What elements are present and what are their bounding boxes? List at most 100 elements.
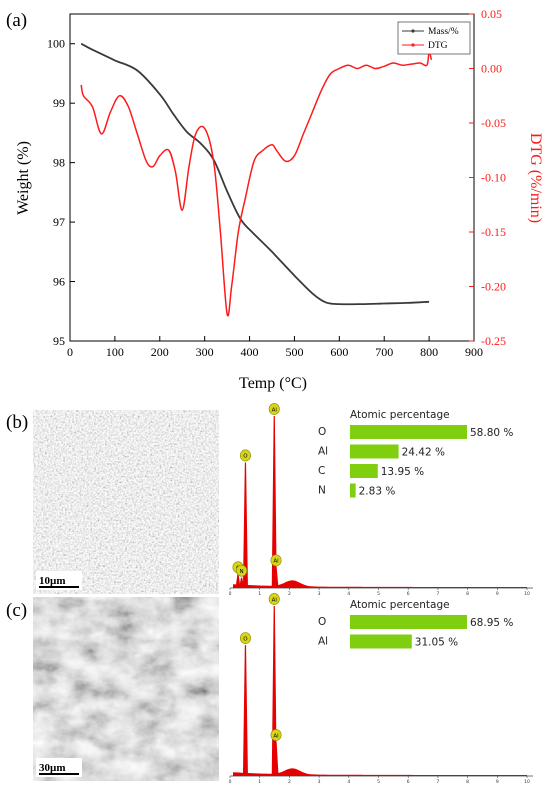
composition-value-al: 24.42 %	[402, 447, 445, 459]
composition-title: Atomic percentage	[350, 599, 450, 611]
peak-badge-al	[268, 593, 280, 605]
spectrum-tick-label: 3	[318, 779, 321, 785]
panel-c-label: (c)	[6, 600, 27, 621]
composition-bar-n	[350, 483, 356, 498]
x-axis-ticks: 0 100 200 300 400 500 600 700 800 900	[67, 336, 483, 359]
peak-badge-label: Al	[272, 407, 278, 413]
peak-badge-label: N	[240, 569, 244, 575]
composition-value-n: 2.83 %	[359, 486, 396, 498]
eds-spectrum-b: OAlCNAl012345678910	[229, 403, 533, 597]
peak-badge-n	[236, 564, 248, 577]
y-right-tick-label: -0.25	[481, 334, 506, 348]
panel-b: (b) 10µm OAlCNAl012345678910 Atomic perc…	[6, 403, 533, 597]
spectrum-peak-al	[271, 416, 277, 588]
y-right-tick-label: 0.00	[481, 62, 502, 76]
tga-axes: 0 100 200 300 400 500 600 700 800 900 95 96 97 98 99 1…	[47, 7, 506, 359]
x-tick-label: 200	[151, 345, 169, 359]
peak-badge-al	[268, 403, 280, 415]
spectrum-peak-n	[239, 577, 245, 588]
composition-element-o: O	[318, 616, 326, 628]
x-tick-label: 900	[465, 345, 483, 359]
spectrum-tick-label: 10	[524, 591, 530, 597]
panel-a: (a) 0 100 200 300 400 500 600 700 800 900 9596979…	[6, 7, 544, 392]
composition-value-c: 13.95 %	[381, 466, 424, 478]
y-left-axis-ticks: 95 96 97 98 99 100	[47, 37, 75, 348]
sem-image-c: 30µm	[33, 597, 219, 781]
x-tick-label: 0	[67, 345, 73, 359]
legend-mass-marker	[411, 29, 415, 33]
spectrum-tick-label: 0	[229, 779, 232, 785]
mass-series-line	[80, 42, 430, 306]
spectrum-peak-al	[273, 567, 279, 588]
composition-value-o: 58.80 %	[470, 427, 513, 439]
scalebar-b-label: 10µm	[39, 575, 66, 587]
composition-value-al: 31.05 %	[415, 637, 458, 649]
y-left-tick-label: 97	[53, 215, 65, 229]
spectrum-tick-label: 0	[229, 591, 232, 597]
peak-badge-label: O	[243, 454, 248, 460]
scalebar-c-label: 30µm	[39, 762, 66, 774]
peak-badge-o	[239, 632, 251, 644]
y-left-tick-label: 96	[53, 275, 65, 289]
composition-element-al: Al	[318, 636, 328, 648]
spectrum-tick-label: 1	[258, 591, 261, 597]
composition-value-o: 68.95 %	[470, 617, 513, 629]
panel-b-label: (b)	[6, 412, 28, 433]
composition-bar-o	[350, 425, 467, 439]
legend: Mass/% DTG	[397, 21, 471, 55]
peak-badge-o	[239, 449, 251, 462]
atomic-percentage-c: Atomic percentage O 68.95 % Al 31.05 %	[318, 599, 513, 649]
composition-element-o: O	[318, 426, 326, 438]
y-left-tick-label: 95	[53, 334, 65, 348]
peak-badge-al	[270, 729, 282, 741]
spectrum-tick-label: 6	[407, 591, 410, 597]
y-right-tick-label: 0.05	[481, 7, 502, 21]
legend-box	[397, 21, 471, 55]
spectrum-tick-label: 7	[436, 591, 439, 597]
spectrum-tick-label: 9	[496, 591, 499, 597]
spectrum-tick-label: 8	[466, 779, 469, 785]
sem-image-b: 10µm	[33, 410, 219, 594]
spectrum-background	[232, 768, 527, 776]
composition-bar-o	[350, 615, 467, 629]
spectrum-peak-c	[235, 574, 241, 588]
spectrum-tick-label: 10	[524, 779, 530, 785]
spectrum-tick-label: 7	[436, 779, 439, 785]
y-left-tick-label: 100	[47, 37, 65, 51]
spectrum-background	[232, 580, 527, 588]
dtg-series-line	[80, 51, 433, 317]
y-left-axis-label: Weight (%)	[15, 141, 32, 215]
legend-mass-label: Mass/%	[428, 27, 459, 37]
y-right-axis-ticks: -0.25 -0.20 -0.15 -0.10 -0.05 0.00 0.05	[469, 7, 506, 348]
spectrum-tick-label: 5	[377, 591, 380, 597]
composition-bar-al	[350, 634, 412, 649]
x-tick-label: 800	[420, 345, 438, 359]
spectrum-tick-label: 2	[288, 779, 291, 785]
composition-title: Atomic percentage	[350, 409, 450, 421]
peak-badge-al	[270, 554, 282, 567]
spectrum-tick-label: 2	[288, 591, 291, 597]
x-tick-label: 500	[285, 345, 303, 359]
x-tick-label: 600	[330, 345, 348, 359]
x-axis-label: Temp (°C)	[239, 375, 307, 392]
spectrum-tick-label: 9	[496, 779, 499, 785]
spectrum-tick-label: 4	[347, 779, 350, 785]
composition-element-c: C	[318, 465, 325, 477]
spectrum-peak-o	[242, 462, 248, 588]
panel-a-label: (a)	[6, 10, 27, 31]
peak-badge-label: Al	[272, 597, 278, 603]
spectrum-peak-o	[242, 645, 248, 776]
y-right-axis-label: DTG (%/min)	[527, 133, 544, 223]
x-tick-label: 700	[375, 345, 393, 359]
legend-dtg-marker	[411, 43, 415, 47]
peak-badge-label: Al	[273, 559, 279, 565]
spectrum-tick-label: 6	[407, 779, 410, 785]
spectrum-tick-label: 5	[377, 779, 380, 785]
atomic-percentage-b: Atomic percentage O 58.80 % Al 24.42 % C 13.95…	[318, 409, 513, 498]
y-right-tick-label: -0.20	[481, 280, 506, 294]
spectrum-tick-label: 8	[466, 591, 469, 597]
spectrum-peak-al	[273, 742, 279, 776]
spectrum-tick-label: 1	[258, 779, 261, 785]
